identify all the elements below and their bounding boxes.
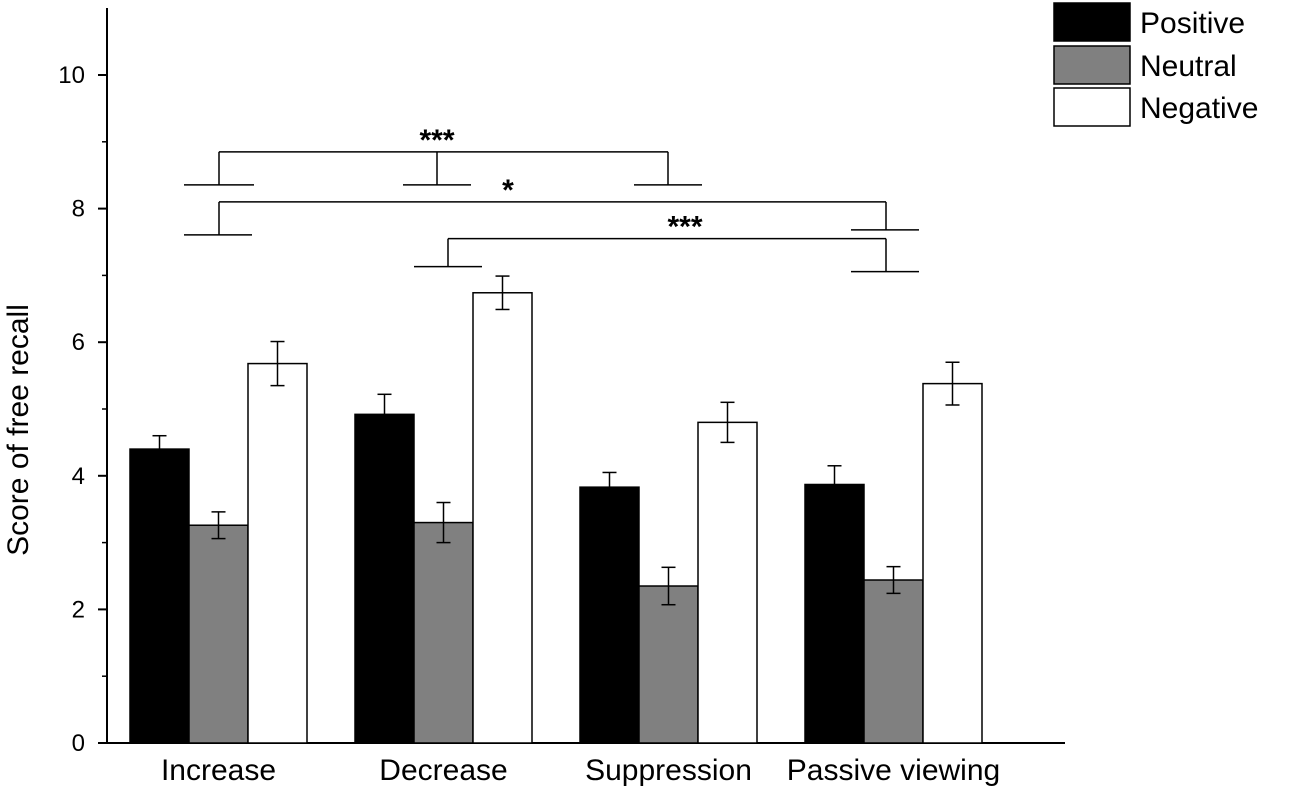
legend-entry-negative: Negative (1053, 87, 1258, 127)
legend-label: Neutral (1140, 50, 1237, 83)
bar-positive (129, 448, 190, 744)
significance-label: *** (667, 211, 702, 244)
error-bar (270, 340, 285, 387)
bar-negative (247, 362, 308, 744)
error-bar (495, 275, 510, 311)
bar-negative (922, 382, 983, 744)
bar-positive (354, 413, 415, 744)
significance-brackets: ******* (184, 124, 919, 273)
legend-entry-positive: Positive (1053, 2, 1245, 42)
x-category-label: Decrease (379, 754, 507, 787)
error-bar (152, 434, 167, 464)
error-bar (827, 465, 842, 504)
legend-swatch (1053, 45, 1131, 85)
y-tick-label: 8 (72, 196, 85, 223)
bar-neutral (413, 521, 474, 744)
legend-label: Negative (1140, 92, 1258, 125)
bar-neutral (863, 579, 924, 744)
significance-bracket: *** (184, 124, 702, 186)
y-tick-label: 6 (72, 329, 85, 356)
error-bar (436, 501, 451, 544)
y-tick-label: 10 (58, 62, 85, 89)
error-bar (720, 401, 735, 444)
legend-swatch (1053, 87, 1131, 127)
error-bar (886, 565, 901, 595)
y-tick-label: 2 (72, 596, 85, 623)
error-bar (661, 566, 676, 606)
legend-swatch (1053, 2, 1131, 42)
y-tick-label: 0 (72, 730, 85, 757)
legend: Positive Neutral Negative (1053, 2, 1258, 127)
x-category-label: Increase (161, 754, 276, 787)
significance-label: * (502, 174, 514, 207)
bar-neutral (188, 524, 249, 744)
error-bar (602, 471, 617, 503)
bar-positive (804, 483, 865, 744)
significance-bracket: * (184, 174, 919, 236)
bars (129, 275, 983, 744)
y-axis-title: Score of free recall (2, 304, 35, 556)
significance-label: *** (419, 124, 454, 157)
bar-negative (472, 292, 533, 744)
error-bar (211, 511, 226, 540)
legend-label: Positive (1140, 7, 1245, 40)
error-bar (377, 393, 392, 436)
bar-positive (579, 486, 640, 744)
x-category-label: Suppression (585, 754, 752, 787)
legend-entry-neutral: Neutral (1053, 45, 1237, 85)
significance-bracket: *** (414, 211, 919, 273)
bar-neutral (638, 585, 699, 744)
error-bar (945, 361, 960, 406)
y-tick-label: 4 (72, 463, 85, 490)
x-category-label: Passive viewing (787, 754, 1000, 787)
axes: 0 2 4 6 8 10 Increase Decrease Suppression Passiv… (58, 8, 1065, 787)
bar-negative (697, 421, 758, 744)
